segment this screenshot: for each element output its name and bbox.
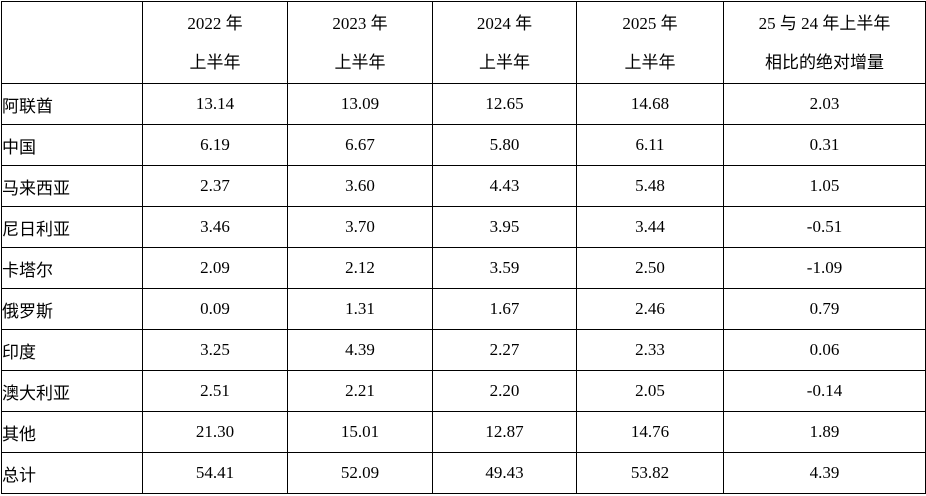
cell-value: -0.14 xyxy=(723,370,926,412)
cell-value: 12.87 xyxy=(432,411,577,453)
cell-value: 14.76 xyxy=(576,411,724,453)
header-cell-delta: 25 与 24 年上半年 相比的绝对增量 xyxy=(723,1,926,84)
row-label: 其他 xyxy=(1,411,143,453)
header-line1: 2025 年 xyxy=(622,13,678,33)
cell-value: 0.79 xyxy=(723,288,926,330)
header-cell-2024: 2024 年 上半年 xyxy=(432,1,577,84)
cell-value: 1.05 xyxy=(723,165,926,207)
header-corner-cell xyxy=(1,1,143,84)
cell-value: 13.09 xyxy=(287,83,433,125)
table-row-china: 中国 6.19 6.67 5.80 6.11 0.31 xyxy=(1,124,926,166)
cell-value: 5.48 xyxy=(576,165,724,207)
cell-value: 3.44 xyxy=(576,206,724,248)
cell-value: 3.95 xyxy=(432,206,577,248)
header-line2: 相比的绝对增量 xyxy=(765,52,884,72)
cell-value: 6.67 xyxy=(287,124,433,166)
cell-value: 1.89 xyxy=(723,411,926,453)
cell-value: 15.01 xyxy=(287,411,433,453)
cell-value: 2.20 xyxy=(432,370,577,412)
row-label: 尼日利亚 xyxy=(1,206,143,248)
cell-value: 0.06 xyxy=(723,329,926,371)
cell-value: 13.14 xyxy=(142,83,288,125)
cell-value: 49.43 xyxy=(432,452,577,494)
cell-value: 2.03 xyxy=(723,83,926,125)
cell-value: 6.19 xyxy=(142,124,288,166)
cell-value: 5.80 xyxy=(432,124,577,166)
header-line2: 上半年 xyxy=(189,52,241,72)
cell-value: 21.30 xyxy=(142,411,288,453)
cell-value: 4.39 xyxy=(287,329,433,371)
table-row-uae: 阿联酋 13.14 13.09 12.65 14.68 2.03 xyxy=(1,83,926,125)
cell-value: 3.25 xyxy=(142,329,288,371)
header-line2: 上半年 xyxy=(624,52,676,72)
cell-value: 2.46 xyxy=(576,288,724,330)
cell-value: 2.50 xyxy=(576,247,724,289)
table-row-australia: 澳大利亚 2.51 2.21 2.20 2.05 -0.14 xyxy=(1,370,926,412)
cell-value: 54.41 xyxy=(142,452,288,494)
row-label: 中国 xyxy=(1,124,143,166)
header-line2: 上半年 xyxy=(479,52,530,72)
cell-value: 14.68 xyxy=(576,83,724,125)
cell-value: 52.09 xyxy=(287,452,433,494)
cell-value: 3.46 xyxy=(142,206,288,248)
cell-value: -1.09 xyxy=(723,247,926,289)
cell-value: 4.39 xyxy=(723,452,926,494)
cell-value: 12.65 xyxy=(432,83,577,125)
cell-value: 6.11 xyxy=(576,124,724,166)
header-line1: 25 与 24 年上半年 xyxy=(758,13,891,33)
header-line1: 2024 年 xyxy=(476,13,533,33)
row-label: 阿联酋 xyxy=(1,83,143,125)
header-line2: 上半年 xyxy=(334,52,386,72)
table-row-others: 其他 21.30 15.01 12.87 14.76 1.89 xyxy=(1,411,926,453)
cell-value: 2.05 xyxy=(576,370,724,412)
table-row-india: 印度 3.25 4.39 2.27 2.33 0.06 xyxy=(1,329,926,371)
cell-value: 53.82 xyxy=(576,452,724,494)
cell-value: 3.59 xyxy=(432,247,577,289)
table-row-malaysia: 马来西亚 2.37 3.60 4.43 5.48 1.05 xyxy=(1,165,926,207)
cell-value: 0.09 xyxy=(142,288,288,330)
header-cell-2022: 2022 年 上半年 xyxy=(142,1,288,84)
cell-value: 2.37 xyxy=(142,165,288,207)
row-label: 卡塔尔 xyxy=(1,247,143,289)
row-label: 马来西亚 xyxy=(1,165,143,207)
cell-value: 2.33 xyxy=(576,329,724,371)
header-row: 2022 年 上半年 2023 年 上半年 2024 年 上半年 2025 年 … xyxy=(1,1,926,84)
cell-value: 3.60 xyxy=(287,165,433,207)
row-label: 印度 xyxy=(1,329,143,371)
header-line1: 2023 年 xyxy=(332,13,388,33)
cell-value: 1.67 xyxy=(432,288,577,330)
cell-value: 2.27 xyxy=(432,329,577,371)
cell-value: 2.09 xyxy=(142,247,288,289)
cell-value: 2.51 xyxy=(142,370,288,412)
table-row-qatar: 卡塔尔 2.09 2.12 3.59 2.50 -1.09 xyxy=(1,247,926,289)
header-line1: 2022 年 xyxy=(187,13,243,33)
header-cell-2025: 2025 年 上半年 xyxy=(576,1,724,84)
table-row-total: 总计 54.41 52.09 49.43 53.82 4.39 xyxy=(1,452,926,494)
header-cell-2023: 2023 年 上半年 xyxy=(287,1,433,84)
row-label: 澳大利亚 xyxy=(1,370,143,412)
table-row-nigeria: 尼日利亚 3.46 3.70 3.95 3.44 -0.51 xyxy=(1,206,926,248)
row-label: 总计 xyxy=(1,452,143,494)
cell-value: 4.43 xyxy=(432,165,577,207)
table-row-russia: 俄罗斯 0.09 1.31 1.67 2.46 0.79 xyxy=(1,288,926,330)
cell-value: 1.31 xyxy=(287,288,433,330)
cell-value: 2.12 xyxy=(287,247,433,289)
cell-value: 2.21 xyxy=(287,370,433,412)
row-label: 俄罗斯 xyxy=(1,288,143,330)
cell-value: 0.31 xyxy=(723,124,926,166)
cell-value: -0.51 xyxy=(723,206,926,248)
cell-value: 3.70 xyxy=(287,206,433,248)
